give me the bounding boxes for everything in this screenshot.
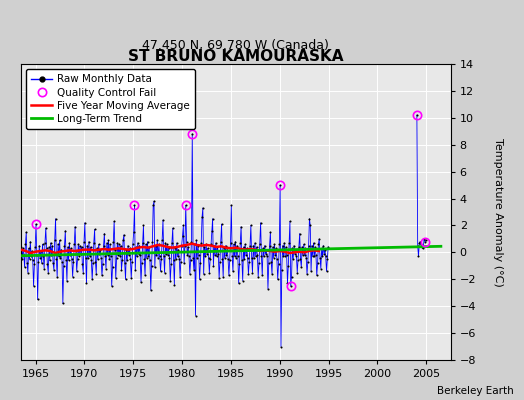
Y-axis label: Temperature Anomaly (°C): Temperature Anomaly (°C) — [493, 138, 503, 286]
Legend: Raw Monthly Data, Quality Control Fail, Five Year Moving Average, Long-Term Tren: Raw Monthly Data, Quality Control Fail, … — [26, 69, 195, 129]
Text: 47.450 N, 69.780 W (Canada): 47.450 N, 69.780 W (Canada) — [143, 39, 329, 52]
Title: ST BRUNO KAMOURASKA: ST BRUNO KAMOURASKA — [128, 49, 344, 64]
Text: Berkeley Earth: Berkeley Earth — [437, 386, 514, 396]
